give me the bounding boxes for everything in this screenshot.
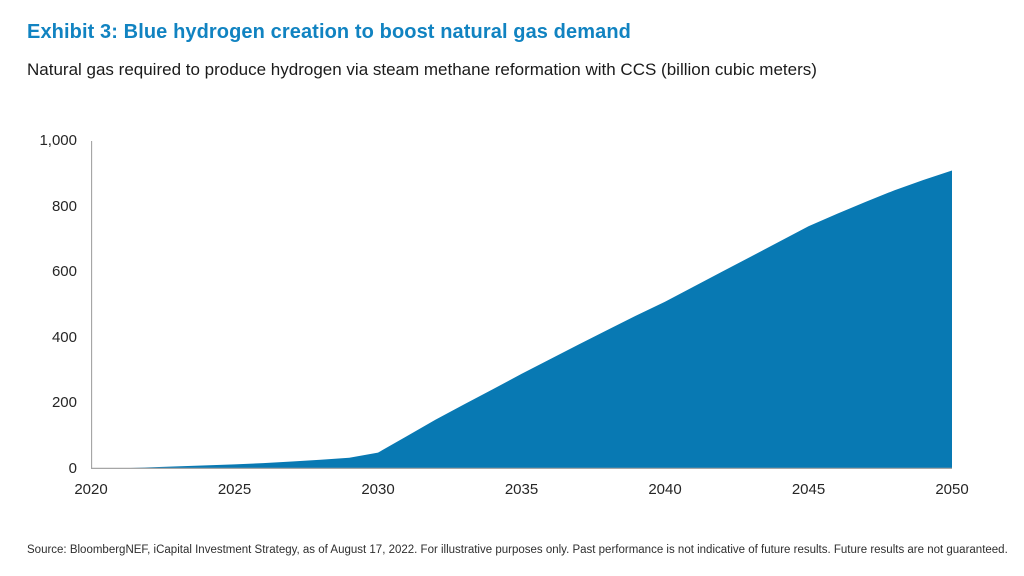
- x-tick-label: 2040: [648, 481, 682, 498]
- area-series: [91, 170, 952, 469]
- y-tick-label: 0: [68, 460, 77, 477]
- y-tick-label: 600: [51, 263, 77, 281]
- exhibit-title: Exhibit 3: Blue hydrogen creation to boo…: [27, 21, 631, 43]
- x-tick-label: 2045: [791, 481, 826, 498]
- x-tick-label: 2035: [504, 481, 539, 498]
- area-chart: [91, 141, 952, 469]
- x-tick-label: 2020: [74, 481, 108, 498]
- y-tick-label: 400: [51, 328, 77, 346]
- x-tick-label: 2030: [361, 481, 395, 498]
- y-tick-label: 200: [51, 394, 77, 412]
- x-tick-label: 2025: [217, 481, 252, 498]
- source-note: Source: BloombergNEF, iCapital Investmen…: [27, 544, 1008, 556]
- area-chart-svg: [91, 141, 952, 469]
- y-tick-label: 1,000: [39, 132, 77, 149]
- y-tick-label: 800: [51, 197, 77, 215]
- chart-subtitle: Natural gas required to produce hydrogen…: [27, 60, 817, 79]
- x-tick-label: 2050: [935, 481, 969, 498]
